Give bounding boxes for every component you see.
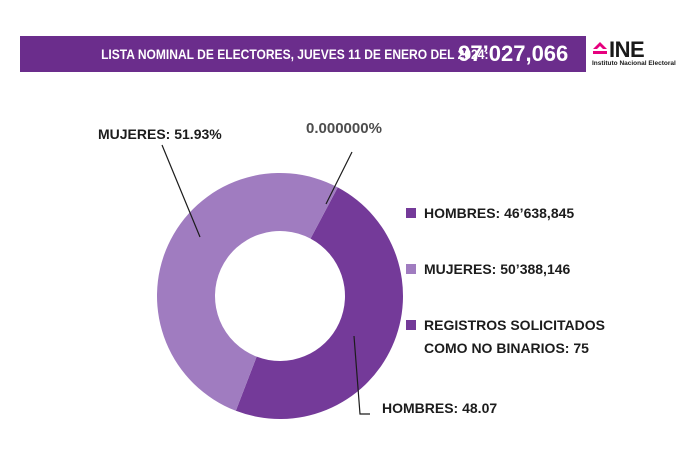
header-banner: LISTA NOMINAL DE ELECTORES, JUEVES 11 DE…	[20, 36, 586, 72]
ine-logo: INE Instituto Nacional Electoral	[588, 36, 684, 72]
legend-swatch-hombres	[406, 208, 416, 218]
donut-slices	[156, 172, 403, 419]
legend-label-no-binarios-line2: COMO NO BINARIOS: 75	[424, 340, 589, 356]
slice-label-no-binarios: 0.000000%	[306, 120, 382, 137]
legend-swatch-no-binarios	[406, 320, 416, 330]
ine-logo-mark-icon	[593, 42, 607, 54]
leader-line-no-binarios	[325, 151, 353, 205]
header-total: 97’027,066	[458, 41, 569, 66]
logo-subtitle: Instituto Nacional Electoral	[592, 60, 676, 67]
legend-swatch-mujeres	[406, 264, 416, 274]
leader-line-hombres	[353, 335, 370, 415]
slice-label-mujeres: MUJERES: 51.93%	[98, 126, 222, 142]
donut-slice-hombres	[235, 187, 403, 419]
header-title: LISTA NOMINAL DE ELECTORES, JUEVES 11 DE…	[100, 46, 489, 62]
legend-label-hombres: HOMBRES: 46’638,845	[424, 205, 575, 221]
donut-slice-registros	[310, 187, 338, 239]
logo-wordmark: INE	[609, 37, 645, 62]
legend-label-mujeres: MUJERES: 50’388,146	[424, 261, 571, 277]
leader-line-mujeres	[161, 144, 201, 238]
slice-label-hombres: HOMBRES: 48.07	[382, 400, 498, 416]
donut-slice-mujeres	[156, 172, 338, 411]
legend-label-no-binarios-line1: REGISTROS SOLICITADOS	[424, 317, 605, 333]
